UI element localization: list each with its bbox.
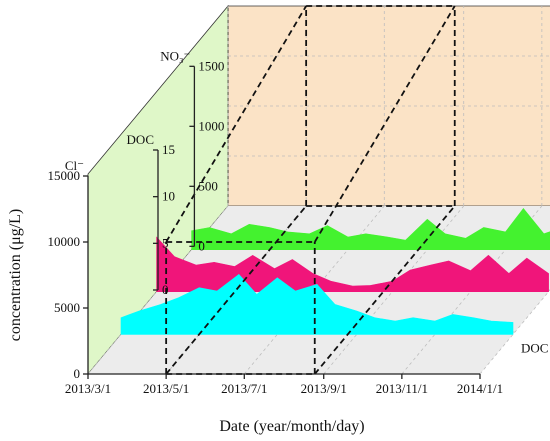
x-tick-label: 2014/1/1 [457,381,503,396]
highlight-box-edge [165,5,307,243]
value-tick-label: 10 [162,189,175,204]
highlight-box-edge [165,205,307,375]
value-tick-label: 1500 [198,58,224,73]
x-tick-label: 2013/3/1 [65,381,111,396]
value-tick-label: 10000 [48,234,81,249]
value-tick-label: 0 [74,366,81,381]
value-tick-label: 0 [162,282,169,297]
value-tick-label: 5000 [54,300,80,315]
value-axis-label: DOC [127,132,154,147]
series-area [120,273,514,335]
x-tick-label: 2013/5/1 [143,381,189,396]
highlight-box-edge [314,205,456,375]
series-ribbons: Cl⁻NO₃⁻DOC [120,208,550,355]
value-tick-label: 15 [162,142,175,157]
value-tick-label: 1000 [198,118,224,133]
value-axis-label: Cl⁻ [65,158,84,173]
series-area [191,208,550,250]
value-tick-label: 15000 [48,168,81,183]
value-tick-label: 500 [198,178,218,193]
value-tick-label: 0 [198,238,205,253]
value-axis-label: NO₃⁻ [160,48,190,63]
grid-floor-line [479,289,550,375]
x-tick-label: 2013/9/1 [301,381,347,396]
axes: 2013/3/1 2013/5/1 2013/7/1 2013/9/1 2013/11/… [48,48,504,396]
x-tick-label: 2013/11/1 [376,381,428,396]
x-axis-title: Date (year/month/day) [219,418,364,435]
highlight-box-edge [313,5,456,243]
y-axis-title: concentration (μg/L) [7,209,24,342]
value-tick-label: 5 [162,235,169,250]
series-area [156,236,549,292]
x-tick-label: 2013/7/1 [221,381,267,396]
series-label: DOC [521,340,548,355]
